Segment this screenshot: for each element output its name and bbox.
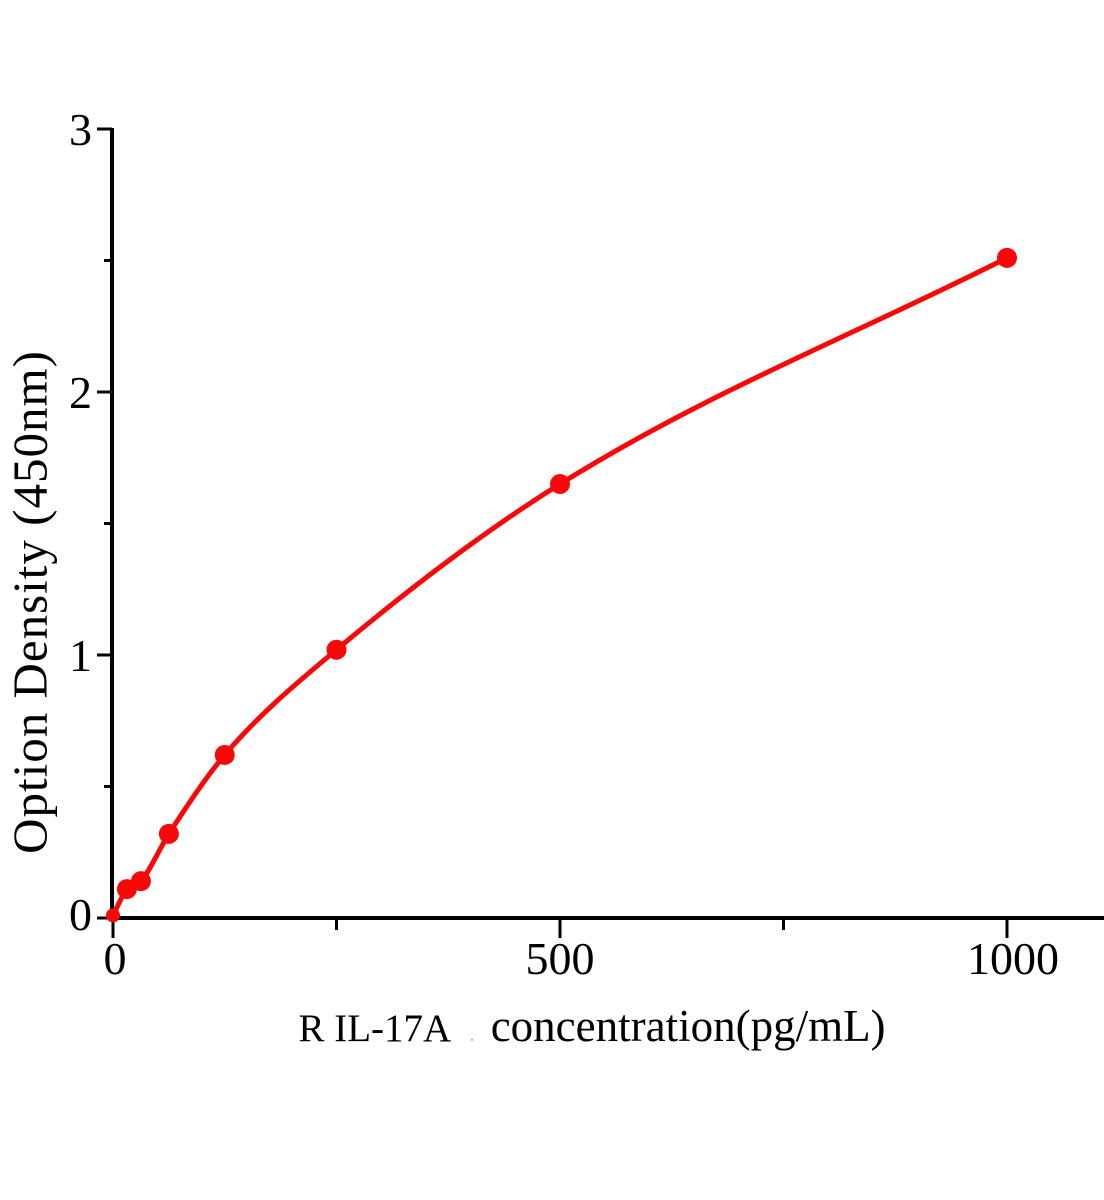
data-point-marker bbox=[326, 639, 347, 660]
data-point-marker bbox=[106, 908, 120, 923]
x-axis-title-separator-dot: . bbox=[469, 1021, 475, 1046]
data-point-marker bbox=[158, 823, 179, 844]
data-point-marker bbox=[997, 247, 1017, 268]
x-axis-title-unit: (pg/mL) bbox=[735, 1001, 886, 1051]
data-point-marker bbox=[550, 474, 570, 495]
x-axis-title-text: concentration bbox=[490, 1001, 736, 1051]
y-axis-tick-label-2: 2 bbox=[69, 367, 92, 418]
x-axis-tick-label-0: 0 bbox=[103, 933, 127, 984]
standard-curve-line bbox=[110, 255, 1010, 918]
x-axis-tick-label-1000: 1000 bbox=[967, 933, 1059, 984]
y-axis-tick-label-0: 0 bbox=[69, 889, 92, 940]
y-axis-tick-label-3: 3 bbox=[69, 104, 92, 155]
data-point-marker bbox=[214, 744, 235, 765]
x-axis-tick-label-500: 500 bbox=[525, 933, 595, 984]
y-axis-title: Option Density (450nm) bbox=[2, 350, 58, 854]
x-axis-title-analyte: R IL-17A bbox=[298, 1007, 452, 1050]
data-point-marker bbox=[130, 871, 151, 892]
y-axis-tick-label-1: 1 bbox=[69, 630, 92, 681]
x-axis-title: R IL-17A . concentration (pg/mL) bbox=[0, 1000, 1104, 1052]
